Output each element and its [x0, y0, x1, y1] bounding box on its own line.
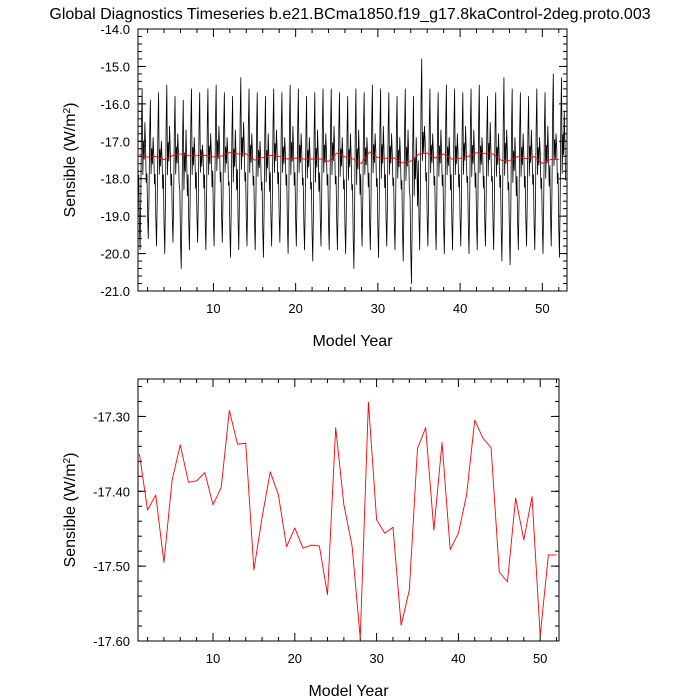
x-tick-label: 40 — [451, 651, 465, 666]
y-tick-label: -19.0 — [100, 209, 130, 224]
y-tick-label: -15.0 — [100, 59, 130, 74]
y-tick-label: -17.30 — [93, 409, 130, 424]
x-axis-title: Model Year — [312, 333, 393, 350]
y-tick-label: -17.50 — [93, 559, 130, 574]
x-tick-label: 30 — [371, 301, 385, 316]
y-tick-label: -21.0 — [100, 284, 130, 299]
x-tick-label: 40 — [453, 301, 467, 316]
x-tick-label: 50 — [533, 651, 547, 666]
timeseries-panel-monthly: 10 20 30 40 50 -21.0 -20.0 -19.0 -18.0 -17.0 -16.0… — [62, 22, 568, 350]
y-axis-title: Sensible (W/m2) — [62, 453, 80, 568]
y-tick-label: -17.40 — [93, 484, 130, 499]
y-tick-label: -17.60 — [93, 634, 130, 649]
x-tick-label: 20 — [288, 301, 302, 316]
y-tick-label: -18.0 — [100, 172, 130, 187]
x-tick-label: 30 — [369, 651, 383, 666]
y-tick-label: -20.0 — [100, 247, 130, 262]
y-tick-label: -14.0 — [100, 22, 130, 37]
x-tick-label: 20 — [288, 651, 302, 666]
plot-frame — [137, 28, 568, 292]
y-axis-title: Sensible (W/m2) — [62, 103, 80, 218]
x-tick-label: 50 — [535, 301, 549, 316]
x-tick-label: 10 — [206, 301, 220, 316]
y-tick-label: -16.0 — [100, 97, 130, 112]
figure-title: Global Diagnostics Timeseries b.e21.BCma… — [49, 6, 650, 23]
plot-frame — [137, 378, 560, 642]
x-axis-title: Model Year — [308, 683, 389, 700]
annual-mean-series-line — [138, 401, 557, 639]
timeseries-panel-annual: 10 20 30 40 50 -17.60 -17.50 -17.40 -17.30 Model … — [62, 378, 560, 700]
monthly-series-line — [138, 58, 567, 284]
annual-mean-series-line — [139, 151, 559, 165]
y-tick-label: -17.0 — [100, 134, 130, 149]
x-tick-label: 10 — [206, 651, 220, 666]
